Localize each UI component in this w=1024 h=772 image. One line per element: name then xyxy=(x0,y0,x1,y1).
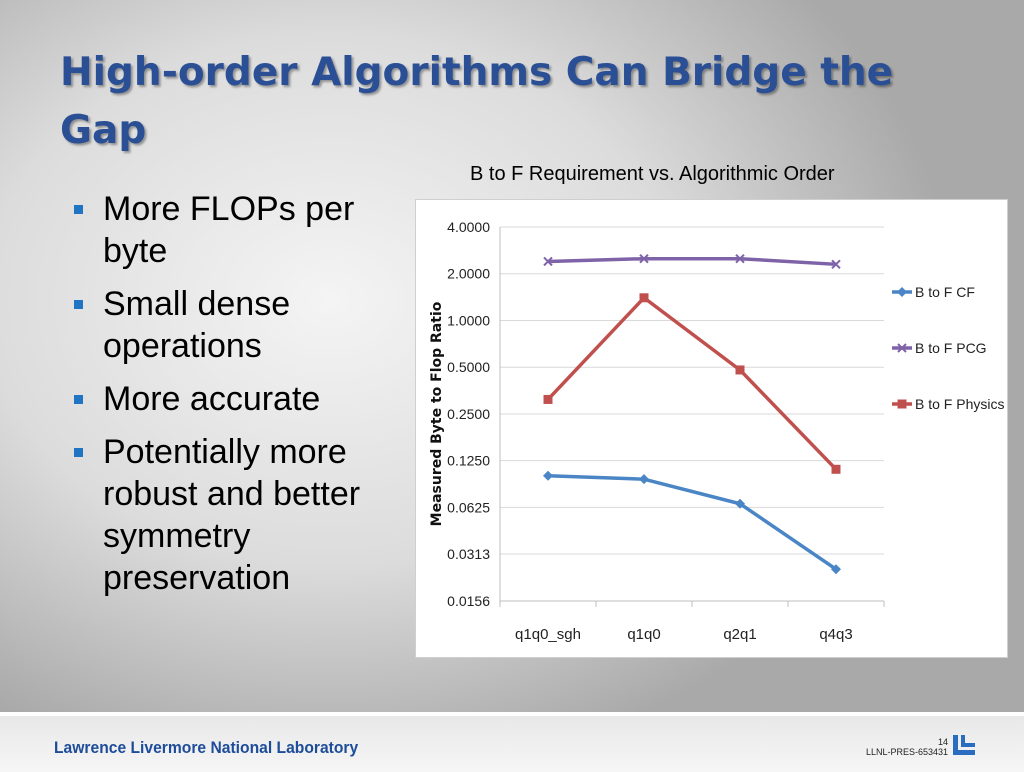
y-tick-label: 0.2500 xyxy=(447,406,490,422)
line-chart: 4.0000 2.0000 1.0000 0.5000 0.2500 0.1250 0.06… xyxy=(429,219,1004,643)
footer-organization: Lawrence Livermore National Laboratory xyxy=(54,738,359,757)
y-tick-label: 0.5000 xyxy=(447,359,490,375)
legend-marker-b-to-f-cf xyxy=(897,287,907,297)
chart-panel: 4.0000 2.0000 1.0000 0.5000 0.2500 0.1250 0.06… xyxy=(416,200,1007,657)
bullet-item: Potentially more robust and better symme… xyxy=(70,431,390,599)
series-line-b-to-f-cf xyxy=(547,473,837,571)
bullet-text: More FLOPs per byte xyxy=(103,190,355,270)
bullet-text: Small dense operations xyxy=(103,285,291,365)
square-bullet-icon xyxy=(74,448,83,457)
bullet-item: Small dense operations xyxy=(70,283,390,367)
footer: Lawrence Livermore National Laboratory 1… xyxy=(0,712,1024,772)
bullet-item: More accurate xyxy=(70,378,390,420)
y-tick-label: 0.1250 xyxy=(447,453,490,469)
data-point-b-to-f-cf xyxy=(543,470,553,481)
bullet-list: More FLOPs per byte Small dense operatio… xyxy=(70,188,390,610)
series-line-b-to-f-pcg xyxy=(547,256,837,267)
legend-label-b-to-f-pcg: B to F PCG xyxy=(915,340,987,356)
data-point-b-to-f-cf xyxy=(831,564,841,575)
square-bullet-icon xyxy=(74,300,83,309)
data-point-b-to-f-pcg xyxy=(639,253,649,264)
data-point-b-to-f-cf xyxy=(639,474,649,485)
y-tick-label: 4.0000 xyxy=(447,219,490,235)
page-number: 14 xyxy=(937,737,948,747)
series-line-b-to-f-physics xyxy=(546,296,838,471)
bullet-text: More accurate xyxy=(103,380,321,418)
y-tick-label: 0.0156 xyxy=(447,593,490,609)
data-point-b-to-f-pcg xyxy=(735,253,745,264)
bullet-text: Potentially more robust and better symme… xyxy=(103,433,361,597)
data-point-b-to-f-cf xyxy=(735,498,745,509)
x-tick-label: q1q0_sgh xyxy=(515,626,581,643)
legend-label-b-to-f-cf: B to F CF xyxy=(915,284,975,300)
y-tick-label: 2.0000 xyxy=(447,266,490,282)
y-tick-label: 1.0000 xyxy=(447,312,490,328)
chart-caption: B to F Requirement vs. Algorithmic Order xyxy=(470,163,835,185)
square-bullet-icon xyxy=(74,395,83,404)
bullet-item: More FLOPs per byte xyxy=(70,188,390,272)
y-axis-title: Measured Byte to Flop Ratio xyxy=(429,301,445,526)
document-code: LLNL-PRES-653431 xyxy=(865,747,948,757)
y-tick-label: 0.0625 xyxy=(447,499,490,515)
legend-label-b-to-f-physics: B to F Physics xyxy=(915,396,1004,412)
data-point-b-to-f-physics xyxy=(543,394,553,404)
data-point-b-to-f-pcg xyxy=(543,256,553,267)
data-point-b-to-f-pcg xyxy=(831,259,841,270)
y-tick-label: 0.0313 xyxy=(447,546,490,562)
legend-marker-b-to-f-pcg xyxy=(897,343,907,353)
slide-title: High-order Algorithms Can Bridge the Gap xyxy=(60,50,894,153)
data-point-b-to-f-physics xyxy=(639,293,649,303)
square-bullet-icon xyxy=(74,205,83,214)
x-tick-label: q4q3 xyxy=(819,626,852,643)
x-tick-label: q2q1 xyxy=(723,626,756,643)
legend-marker-b-to-f-physics xyxy=(897,399,907,409)
data-point-b-to-f-physics xyxy=(831,464,841,474)
x-tick-label: q1q0 xyxy=(627,626,660,643)
llnl-logo-icon xyxy=(953,735,975,755)
data-point-b-to-f-physics xyxy=(735,365,745,375)
